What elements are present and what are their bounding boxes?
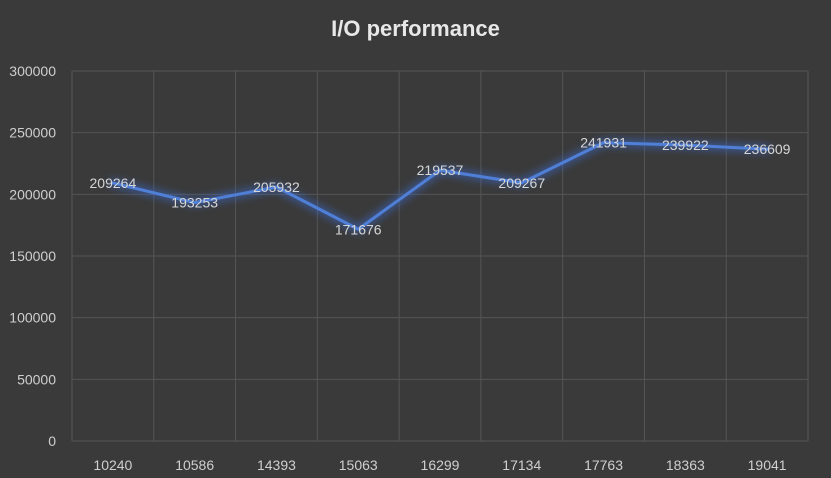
data-labels: 209264 193253 205932 171676 219537 209267 2419… xyxy=(90,135,791,238)
y-tick-label: 0 xyxy=(48,433,56,449)
series-line-group xyxy=(108,138,772,234)
y-tick-label: 250000 xyxy=(9,125,56,141)
chart-title: I/O performance xyxy=(331,16,500,41)
x-tick-label: 10240 xyxy=(93,457,132,473)
grid-lines xyxy=(71,70,809,442)
data-label: 209267 xyxy=(498,175,545,191)
y-axis-ticks: 0 50000 100000 150000 200000 250000 300000 xyxy=(9,63,56,449)
series-line-glow xyxy=(108,138,772,234)
x-tick-label: 15063 xyxy=(339,457,378,473)
y-tick-label: 100000 xyxy=(9,310,56,326)
data-label: 241931 xyxy=(580,135,627,151)
y-tick-label: 300000 xyxy=(9,63,56,79)
y-tick-label: 200000 xyxy=(9,186,56,202)
x-tick-label: 18363 xyxy=(666,457,705,473)
data-label: 236609 xyxy=(744,141,791,157)
data-label: 193253 xyxy=(171,195,218,211)
y-tick-label: 150000 xyxy=(9,248,56,264)
data-label: 239922 xyxy=(662,137,709,153)
data-label: 205932 xyxy=(253,179,300,195)
x-tick-label: 17134 xyxy=(502,457,541,473)
y-tick-label: 50000 xyxy=(17,371,56,387)
x-axis-ticks: 10240 10586 14393 15063 16299 17134 17763 18363… xyxy=(93,457,786,473)
data-label: 171676 xyxy=(335,221,382,237)
data-label: 209264 xyxy=(90,175,137,191)
series-line xyxy=(111,141,769,231)
x-tick-label: 19041 xyxy=(748,457,787,473)
x-tick-label: 14393 xyxy=(257,457,296,473)
x-tick-label: 10586 xyxy=(175,457,214,473)
data-label: 219537 xyxy=(417,162,464,178)
x-tick-label: 16299 xyxy=(421,457,460,473)
x-tick-label: 17763 xyxy=(584,457,623,473)
